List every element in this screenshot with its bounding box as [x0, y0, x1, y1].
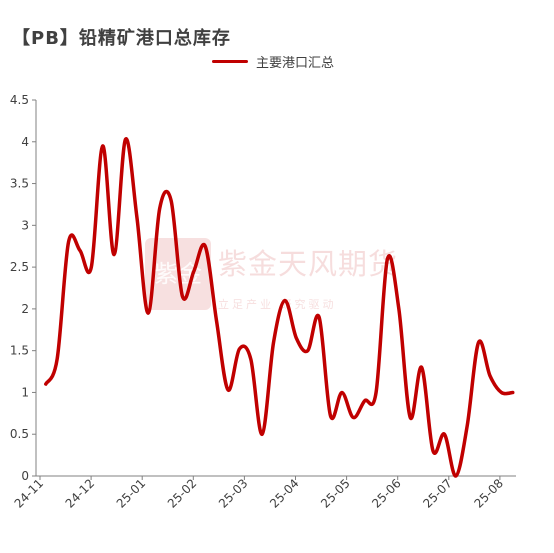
legend-swatch: [212, 59, 248, 63]
y-tick-label: 3.5: [10, 177, 29, 191]
legend: 主要港口汇总: [212, 52, 335, 71]
y-tick-label: 0: [21, 469, 29, 483]
x-tick-label: 24-12: [63, 476, 98, 511]
series-line-main-ports: [44, 137, 515, 478]
x-tick-label: 25-01: [114, 476, 149, 511]
y-tick-label: 0.5: [10, 427, 29, 441]
y-tick-label: 1: [21, 385, 29, 399]
legend-label: 主要港口汇总: [256, 55, 335, 71]
x-tick-label: 25-06: [369, 476, 404, 511]
x-tick-label: 25-07: [420, 476, 455, 511]
x-tick-label: 25-02: [165, 476, 200, 511]
watermark-sub-text: 立足产业 研究驱动: [218, 297, 337, 311]
y-tick-label: 4.5: [10, 93, 29, 107]
x-tick-label: 25-05: [318, 476, 353, 511]
y-tick-label: 3: [21, 218, 29, 232]
chart-title: 【PB】铅精矿港口总库存: [12, 28, 231, 49]
watermark-main-text: 紫金天风期货: [218, 247, 398, 281]
y-tick-label: 1.5: [10, 344, 29, 358]
x-tick-label: 25-04: [267, 476, 302, 511]
x-tick-label: 25-03: [216, 476, 251, 511]
y-tick-label: 4: [21, 135, 29, 149]
x-tick-label: 25-08: [471, 476, 506, 511]
y-tick-label: 2.5: [10, 260, 29, 274]
y-tick-label: 2: [21, 302, 29, 316]
